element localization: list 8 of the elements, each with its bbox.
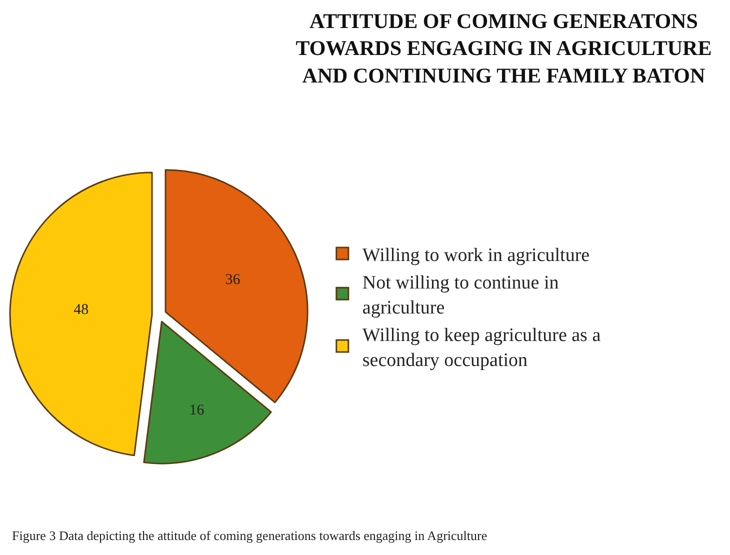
legend-label: Not willing to continue in agriculture xyxy=(362,272,560,318)
data-label: 16 xyxy=(189,402,205,419)
data-label: 48 xyxy=(74,302,89,318)
data-label: 36 xyxy=(225,272,241,288)
chart-title: ATTITUDE OF COMING GENERATONS TOWARDS ENGAGING IN AGRICULTURE AND CONTINUING THE FAMILY BATON xyxy=(296,8,712,88)
caption: Figure 3 Data depicting the attitude of coming generations towards engaging in Agriculture xyxy=(12,528,488,543)
legend-label: Willing to keep agriculture as a secondary occupation xyxy=(362,325,602,371)
legend-label: Willing to work in agriculture xyxy=(362,244,590,266)
